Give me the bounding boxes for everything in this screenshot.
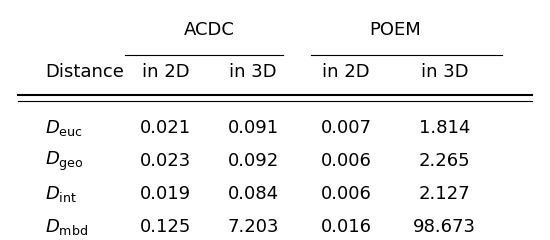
Text: 0.006: 0.006 — [321, 152, 372, 170]
Text: 0.019: 0.019 — [140, 185, 191, 203]
Text: Distance: Distance — [45, 63, 124, 81]
Text: 0.006: 0.006 — [321, 185, 372, 203]
Text: 2.265: 2.265 — [419, 152, 470, 170]
Text: 0.023: 0.023 — [140, 152, 191, 170]
Text: $D_{\mathrm{euc}}$: $D_{\mathrm{euc}}$ — [45, 118, 83, 138]
Text: $D_{\mathrm{int}}$: $D_{\mathrm{int}}$ — [45, 184, 77, 204]
Text: in 2D: in 2D — [142, 63, 189, 81]
Text: 0.016: 0.016 — [321, 218, 372, 236]
Text: $D_{\mathrm{geo}}$: $D_{\mathrm{geo}}$ — [45, 149, 84, 173]
Text: 0.084: 0.084 — [228, 185, 279, 203]
Text: 0.021: 0.021 — [140, 119, 191, 137]
Text: in 3D: in 3D — [421, 63, 469, 81]
Text: in 2D: in 2D — [322, 63, 370, 81]
Text: in 3D: in 3D — [229, 63, 277, 81]
Text: ACDC: ACDC — [184, 21, 235, 39]
Text: $D_{\mathrm{mbd}}$: $D_{\mathrm{mbd}}$ — [45, 217, 88, 237]
Text: 1.814: 1.814 — [419, 119, 470, 137]
Text: 98.673: 98.673 — [413, 218, 476, 236]
Text: POEM: POEM — [370, 21, 421, 39]
Text: 7.203: 7.203 — [227, 218, 279, 236]
Text: 0.091: 0.091 — [228, 119, 279, 137]
Text: 0.007: 0.007 — [321, 119, 372, 137]
Text: 0.092: 0.092 — [228, 152, 279, 170]
Text: 2.127: 2.127 — [419, 185, 470, 203]
Text: 0.125: 0.125 — [140, 218, 191, 236]
